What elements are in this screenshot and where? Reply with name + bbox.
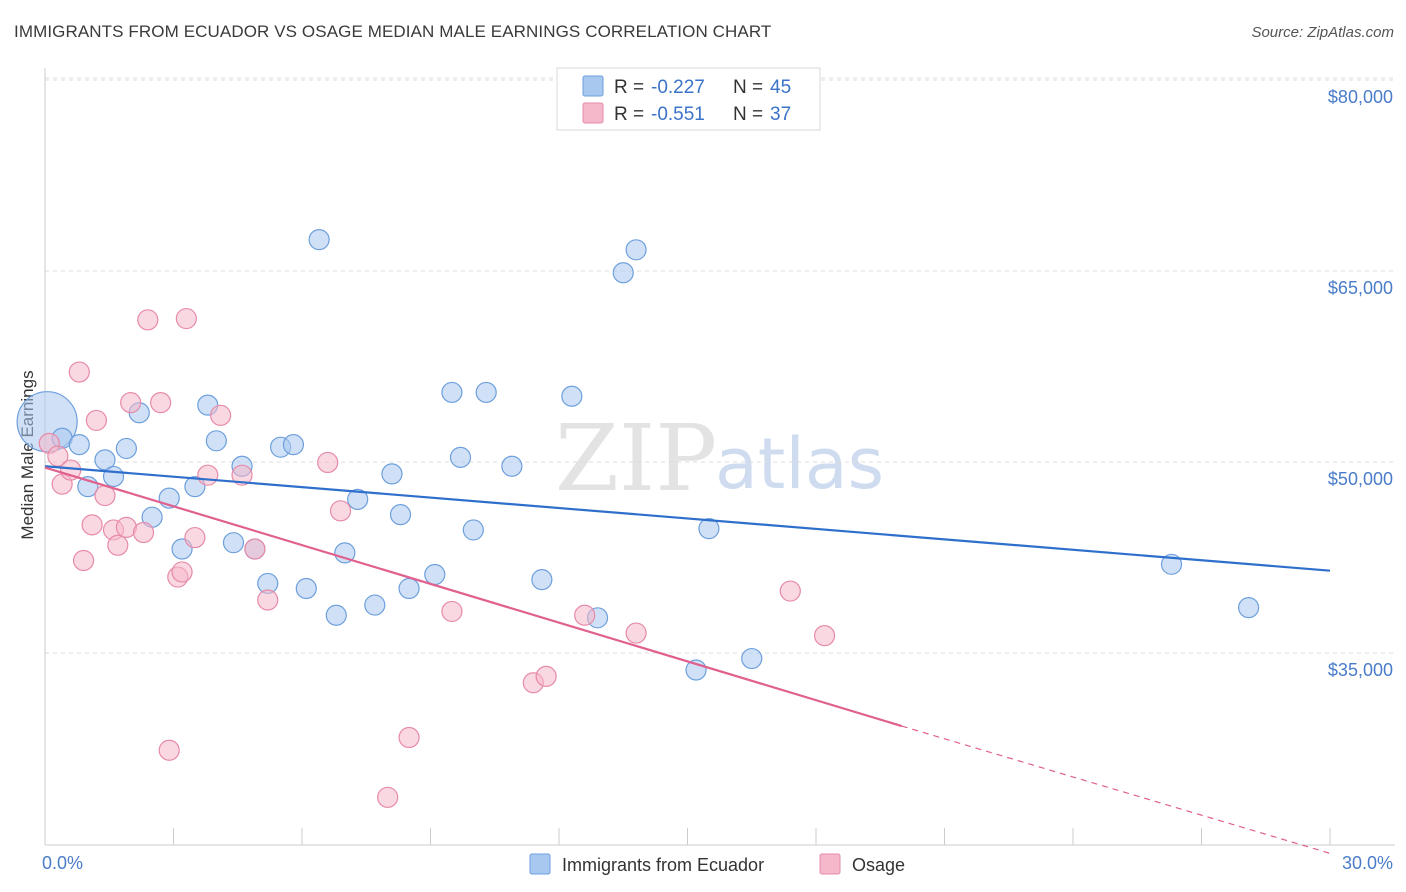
ecuador-point bbox=[102, 465, 125, 488]
y-tick-labels: $35,000 $50,000 $65,000 $80,000 bbox=[1328, 87, 1393, 680]
osage-trend-extension bbox=[901, 725, 1331, 854]
y-tick-label: $80,000 bbox=[1328, 87, 1393, 107]
osage-trend-line bbox=[44, 466, 902, 728]
ecuador-point bbox=[531, 568, 553, 591]
ecuador-point bbox=[389, 504, 412, 526]
correlation-legend: R = -0.227 N = 45 R = -0.551 N = 37 bbox=[556, 67, 821, 131]
osage-point bbox=[120, 392, 142, 414]
ecuador-point bbox=[741, 647, 763, 670]
ecuador-point bbox=[115, 437, 137, 460]
series-legend: Immigrants from Ecuador Osage bbox=[529, 853, 905, 875]
data-points bbox=[16, 229, 1260, 808]
ecuador-point bbox=[295, 577, 317, 600]
bottom-legend-swatch-ecuador bbox=[529, 853, 551, 875]
legend-swatch-osage bbox=[582, 102, 604, 124]
ecuador-point bbox=[364, 594, 386, 616]
osage-point bbox=[210, 404, 232, 426]
osage-point bbox=[184, 526, 206, 549]
bottom-legend-swatch-osage bbox=[819, 853, 841, 875]
watermark-atlas: atlas bbox=[715, 423, 884, 505]
osage-point bbox=[441, 600, 463, 623]
osage-point bbox=[779, 580, 801, 602]
osage-point bbox=[231, 464, 253, 486]
osage-point bbox=[813, 625, 836, 647]
ecuador-point bbox=[68, 434, 90, 456]
x-tick-label: 0.0% bbox=[42, 853, 83, 873]
ecuador-point bbox=[612, 262, 634, 284]
ecuador-point bbox=[94, 449, 116, 471]
osage-point bbox=[398, 726, 420, 749]
osage-point bbox=[107, 534, 129, 556]
legend-r-label-ecuador: R = bbox=[614, 77, 644, 98]
legend-n-value-ecuador: 45 bbox=[770, 77, 791, 98]
osage-point bbox=[535, 665, 557, 687]
watermark-zip: ZIP bbox=[555, 405, 717, 512]
ecuador-point bbox=[625, 239, 647, 261]
osage-point bbox=[377, 786, 399, 808]
y-tick-label: $50,000 bbox=[1328, 469, 1393, 489]
legend-n-value-osage: 37 bbox=[770, 104, 791, 125]
osage-point bbox=[158, 739, 180, 761]
osage-point bbox=[574, 604, 596, 626]
osage-point bbox=[81, 514, 103, 536]
legend-n-label-osage: N = bbox=[733, 104, 763, 125]
chart-title: IMMIGRANTS FROM ECUADOR VS OSAGE MEDIAN … bbox=[14, 22, 772, 41]
osage-point bbox=[257, 589, 279, 611]
ecuador-point bbox=[449, 446, 472, 468]
legend-r-value-osage: -0.551 bbox=[651, 104, 705, 125]
ecuador-point bbox=[561, 385, 583, 407]
osage-point bbox=[175, 307, 197, 330]
osage-point bbox=[132, 521, 155, 544]
y-tick-label: $65,000 bbox=[1328, 278, 1393, 298]
ecuador-point bbox=[1238, 597, 1260, 619]
ecuador-point bbox=[398, 577, 420, 600]
ecuador-point bbox=[462, 519, 484, 541]
grid-lines bbox=[45, 77, 1395, 654]
osage-point bbox=[329, 500, 352, 522]
legend-r-label-osage: R = bbox=[614, 104, 644, 125]
ecuador-point bbox=[441, 381, 463, 404]
osage-point bbox=[68, 361, 90, 383]
ecuador-point bbox=[381, 463, 403, 485]
ecuador-point bbox=[698, 518, 720, 540]
legend-swatch-ecuador bbox=[582, 75, 604, 97]
ecuador-point bbox=[334, 542, 356, 564]
osage-point bbox=[47, 445, 69, 467]
trend-lines bbox=[44, 465, 1331, 854]
ecuador-point bbox=[501, 455, 523, 477]
x-tick-labels: 0.0% 30.0% bbox=[42, 853, 1393, 873]
osage-point bbox=[244, 538, 266, 560]
bottom-legend-label-ecuador: Immigrants from Ecuador bbox=[562, 855, 764, 875]
ecuador-point bbox=[475, 381, 497, 404]
bottom-legend-label-osage: Osage bbox=[852, 855, 905, 875]
ecuador-point bbox=[347, 488, 369, 510]
osage-point bbox=[197, 464, 219, 486]
osage-point bbox=[625, 622, 647, 644]
axes bbox=[44, 68, 1395, 846]
osage-point bbox=[72, 549, 95, 572]
ecuador-point bbox=[205, 430, 227, 452]
legend-n-label-ecuador: N = bbox=[733, 77, 763, 98]
y-tick-label: $35,000 bbox=[1328, 660, 1393, 680]
ecuador-point bbox=[325, 604, 347, 626]
osage-point bbox=[150, 392, 172, 414]
ecuador-point bbox=[222, 532, 245, 554]
osage-point bbox=[85, 409, 108, 432]
ecuador-point bbox=[308, 229, 330, 251]
legend-r-value-ecuador: -0.227 bbox=[651, 77, 705, 98]
ecuador-trend-line bbox=[44, 465, 1331, 572]
osage-point bbox=[137, 309, 159, 331]
ecuador-point bbox=[1160, 553, 1183, 575]
osage-point bbox=[171, 561, 193, 583]
x-tick-label: 30.0% bbox=[1342, 853, 1393, 873]
chart-source: Source: ZipAtlas.com bbox=[1251, 24, 1394, 41]
ecuador-point bbox=[282, 434, 305, 456]
osage-point bbox=[317, 451, 339, 474]
ecuador-point bbox=[424, 563, 446, 586]
